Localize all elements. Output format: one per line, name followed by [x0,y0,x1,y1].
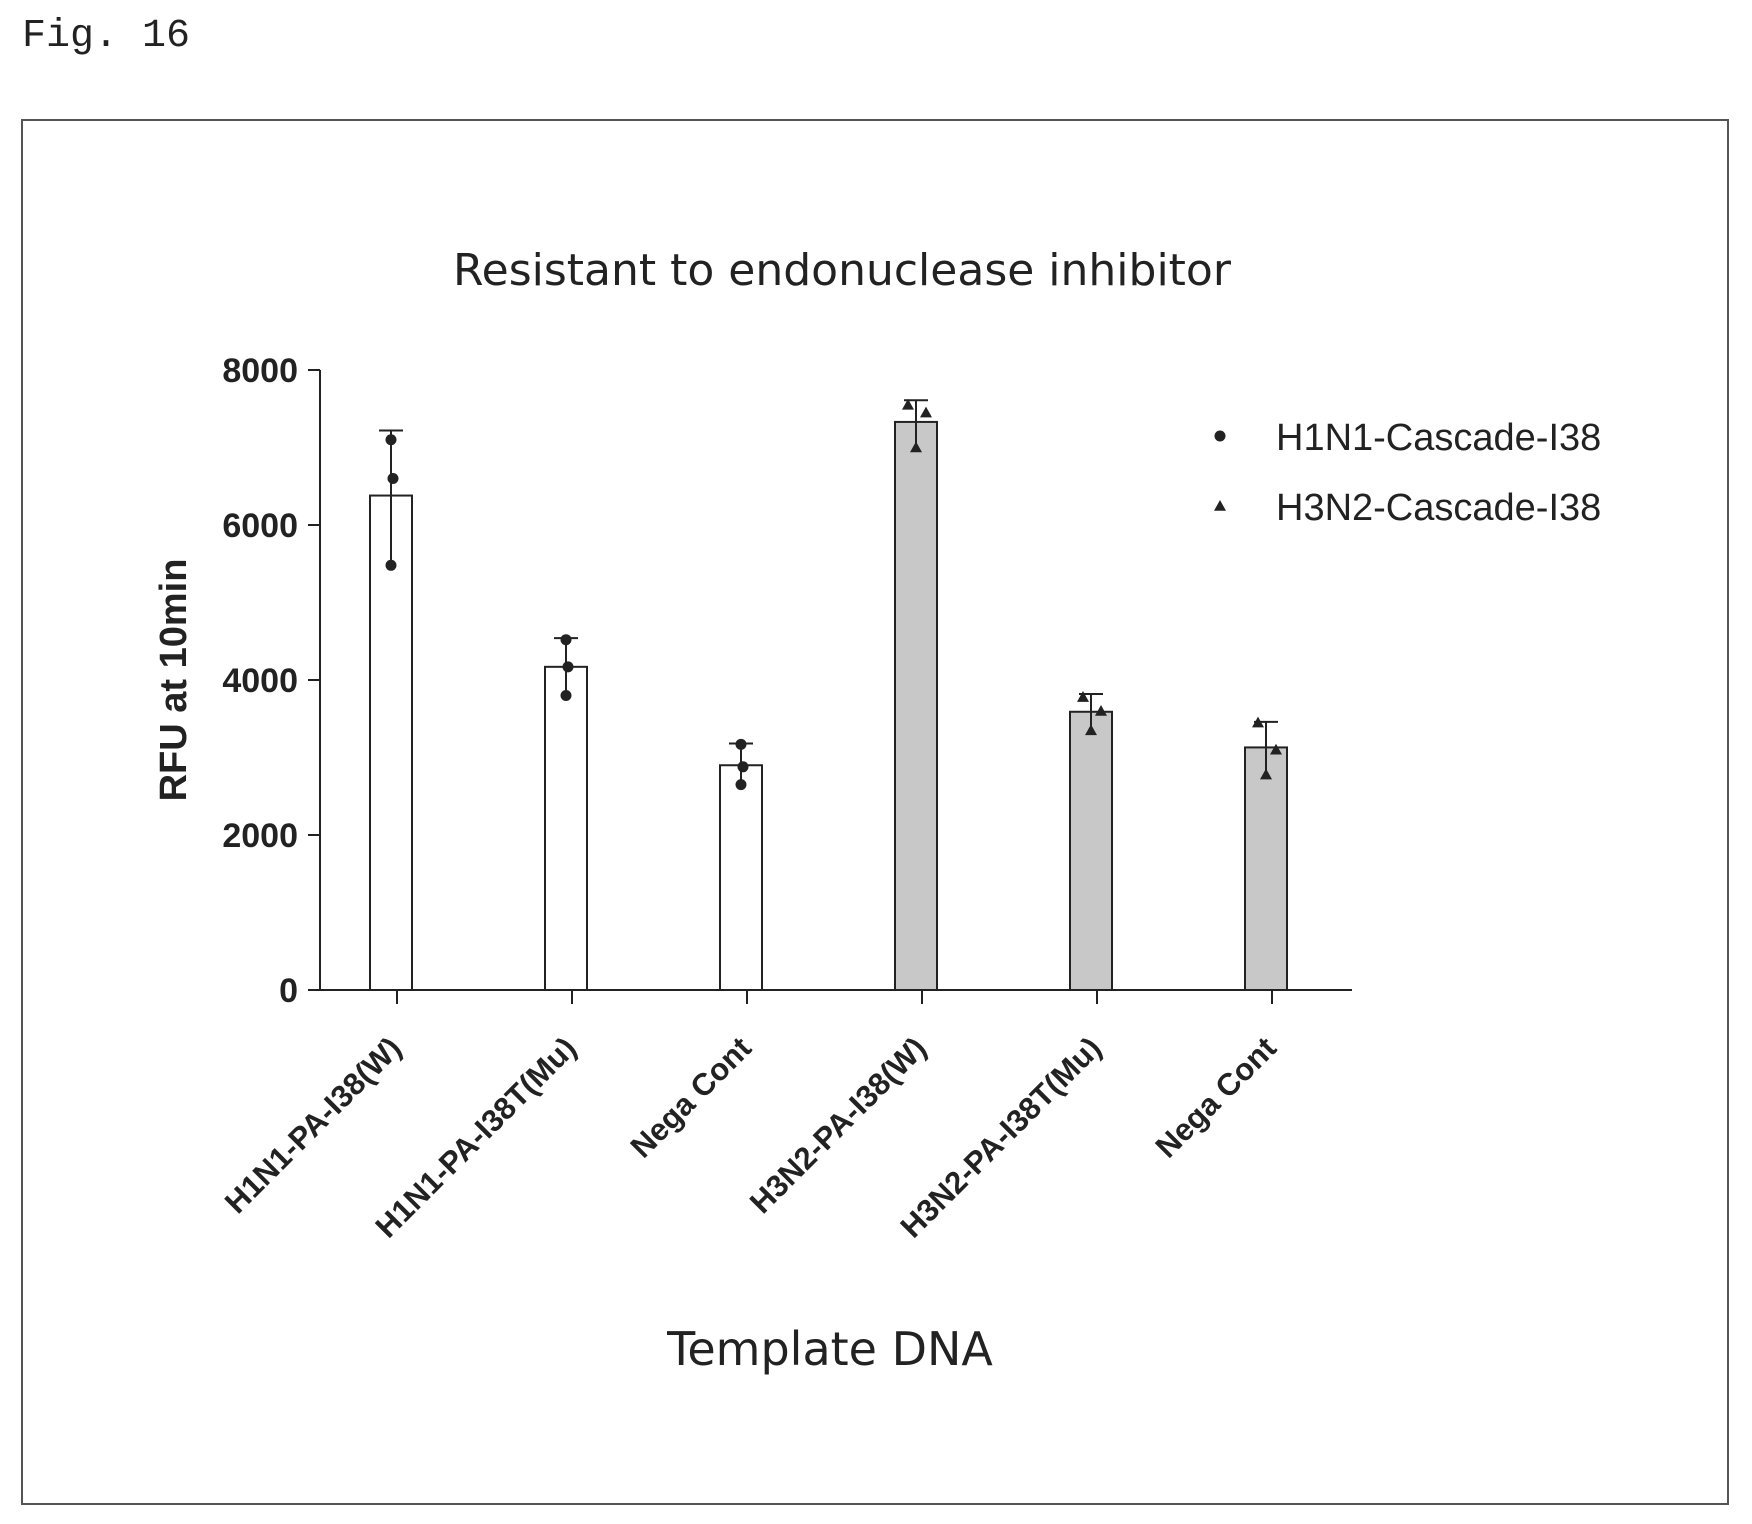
y-tick-label: 0 [279,972,298,1010]
bar [894,420,938,991]
x-axis-title: Template DNA [666,1322,993,1376]
data-point [1077,691,1089,702]
bar [719,764,763,991]
data-point [560,634,572,646]
bar [1069,710,1113,992]
legend-marker [1214,430,1226,442]
legend-label: H3N2-Cascade-I38 [1276,487,1601,529]
data-point [562,661,574,673]
y-tick-label: 2000 [222,817,298,855]
chart-frame [21,119,1729,1505]
data-point [1252,716,1264,728]
data-point [560,690,572,701]
data-point [385,434,397,446]
figure-label: Fig. 16 [22,14,191,59]
data-point [1085,724,1097,736]
legend-label: H1N1-Cascade-I38 [1276,417,1601,459]
bar [1244,746,1288,991]
data-point [1260,768,1272,780]
data-point [902,398,914,410]
y-tick-label: 4000 [222,662,298,700]
data-point [385,559,397,571]
bar [544,665,588,991]
data-point [387,473,399,484]
data-point [735,738,747,750]
data-point [920,406,932,418]
bar [369,494,413,991]
legend-marker [1214,500,1226,511]
data-point [735,779,747,791]
chart-title: Resistant to endonuclease inhibitor [453,245,1232,296]
data-point [737,761,749,773]
y-axis-title: RFU at 10min [153,559,195,802]
data-point [910,441,922,453]
data-point [1270,743,1282,755]
y-tick-label: 8000 [222,352,298,390]
y-tick-label: 6000 [222,507,298,545]
data-point [1095,705,1107,716]
